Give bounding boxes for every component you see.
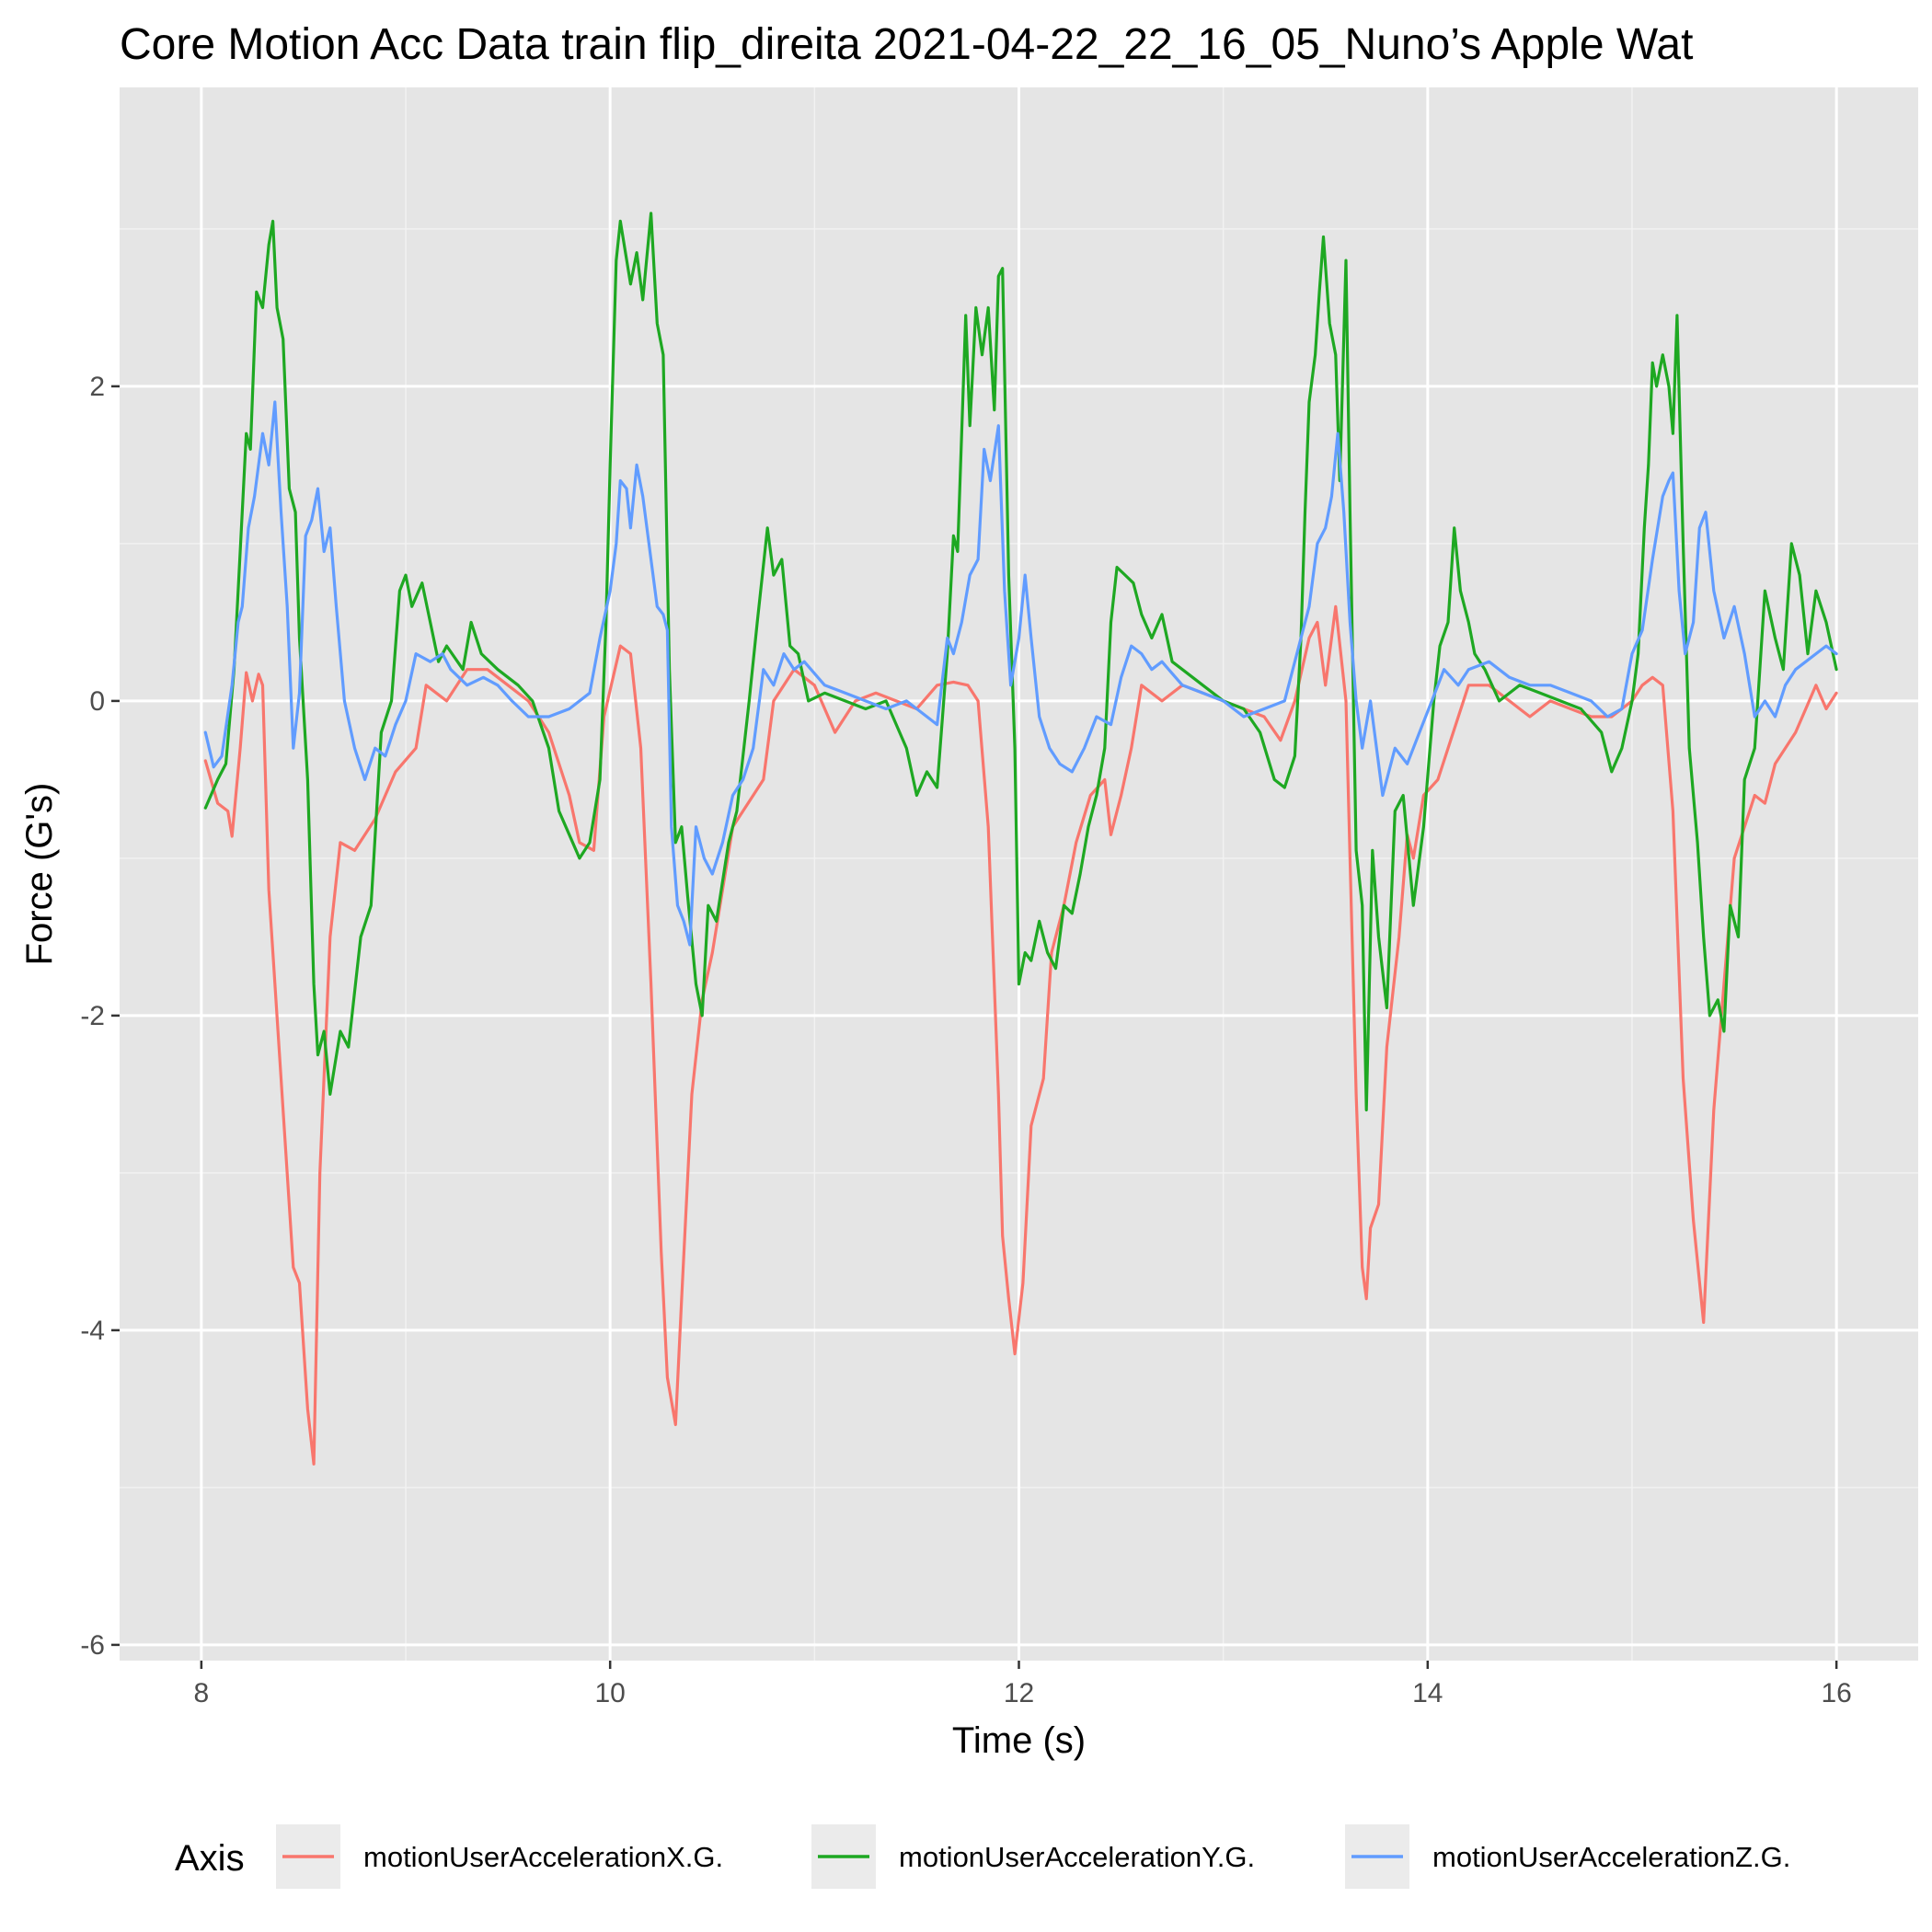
x-tick-label: 12 [1004,1678,1034,1708]
y-tick-label: 0 [89,686,105,717]
legend-label: motionUserAccelerationY.G. [899,1841,1255,1873]
x-axis-title: Time (s) [952,1720,1086,1761]
y-tick-label: -2 [80,1001,105,1031]
legend-title: Axis [175,1838,245,1879]
series-line [203,604,1838,1466]
series-line [203,400,1838,947]
x-tick-label: 10 [594,1678,625,1708]
x-axis-ticks: 8 10 12 14 16 [194,1661,1852,1708]
legend-label: motionUserAccelerationX.G. [363,1841,723,1873]
x-tick-label: 14 [1412,1678,1443,1708]
y-tick-label: -6 [80,1630,105,1661]
legend-label: motionUserAccelerationZ.G. [1432,1841,1790,1873]
series-lines [203,212,1838,1466]
y-tick-label: 2 [89,372,105,402]
x-tick-label: 8 [194,1678,210,1708]
x-tick-label: 16 [1821,1678,1851,1708]
y-tick-label: -4 [80,1316,105,1346]
chart-title: Core Motion Acc Data train flip_direita … [120,20,1693,69]
legend: Axis motionUserAccelerationX.G. motionUse… [175,1824,1790,1889]
y-axis-title: Force (G's) [19,783,60,966]
series-line [203,212,1838,1112]
y-axis-ticks: -6 -4 -2 0 2 [80,372,120,1661]
